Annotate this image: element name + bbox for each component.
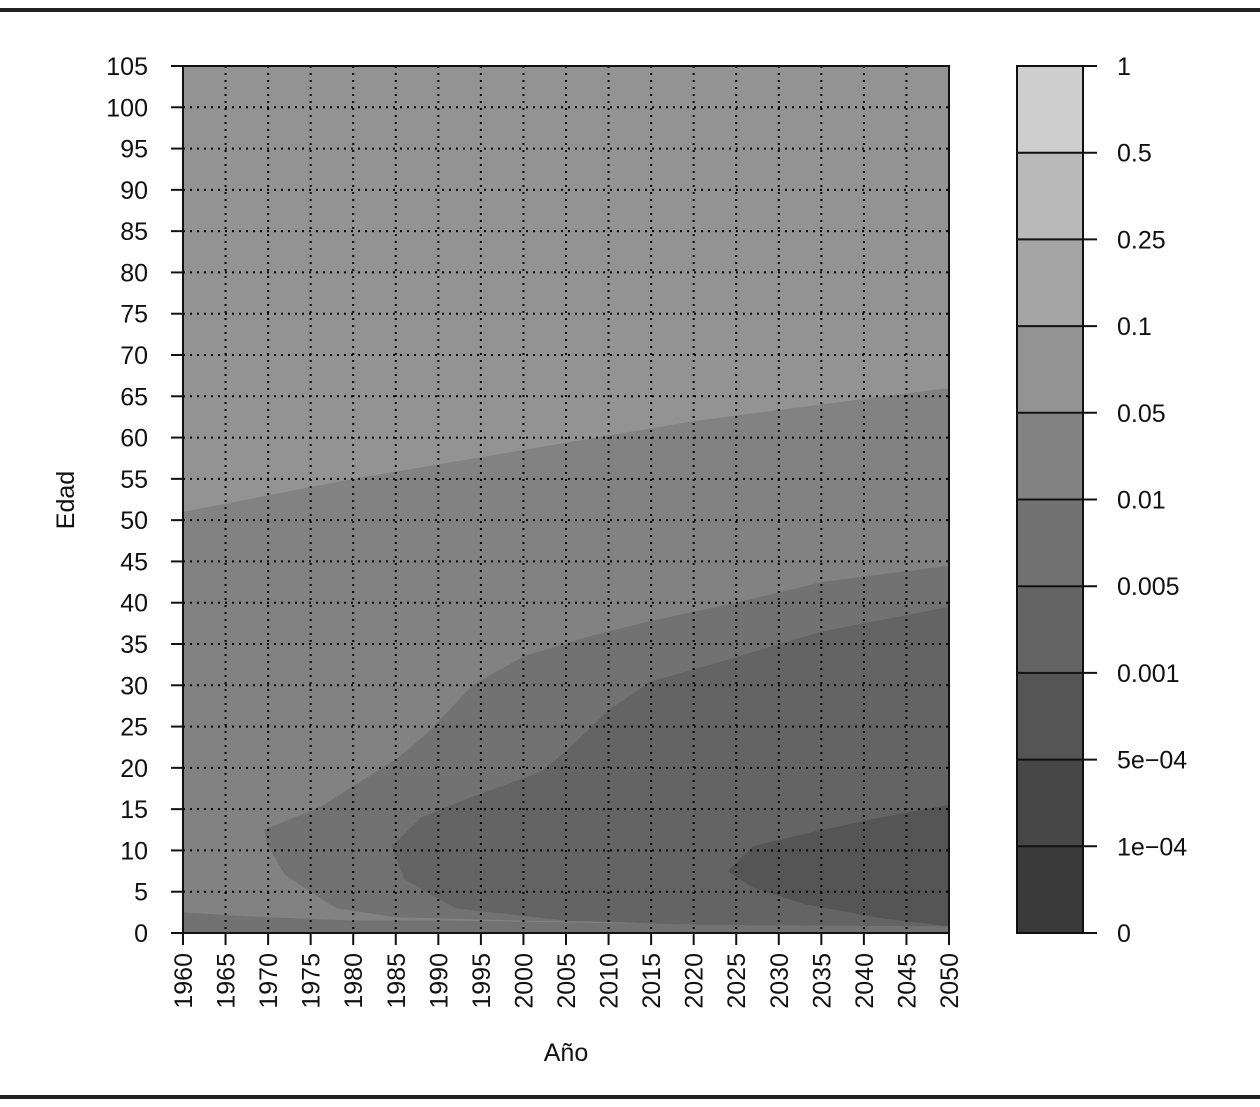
legend-swatch-0 [1017,846,1083,933]
y-tick-label-6: 30 [120,672,148,700]
contour-band-10 [183,927,949,933]
y-axis: 0 5 10 15 20 25 30 35 40 45 50 55 60 65 70 75 80 85 90 95 10… [106,53,184,948]
legend-swatch-5 [1017,412,1083,500]
x-tick-label-15: 2035 [808,953,836,1009]
x-axis-title: Año [544,1039,588,1067]
y-tick-label-13: 65 [120,383,148,411]
legend-label-4: 0.005 [1117,573,1180,601]
y-tick-label-5: 25 [120,714,148,742]
y-tick-label-16: 80 [120,259,148,287]
x-tick-label-0: 1960 [170,953,198,1009]
y-tick-label-0: 0 [134,920,148,948]
x-tick-label-6: 1990 [425,953,453,1009]
legend-label-5: 0.01 [1117,487,1166,515]
x-tick-label-18: 2050 [936,953,964,1009]
x-tick-label-16: 2040 [851,953,879,1009]
legend-swatch-2 [1017,672,1083,760]
y-tick-label-9: 45 [120,548,148,576]
x-axis: 1960 1965 1970 1975 1980 1985 1990 1995 2000 2005… [170,932,964,1009]
y-axis-title: Edad [52,471,80,529]
y-tick-label-11: 55 [120,466,148,494]
y-tick-label-21: 105 [106,53,148,81]
x-tick-label-14: 2030 [766,953,794,1009]
legend-swatch-6 [1017,326,1083,413]
legend-label-6: 0.05 [1117,400,1166,428]
x-tick-label-5: 1985 [383,953,411,1009]
contour-band-9 [727,805,949,927]
y-tick-label-8: 40 [120,590,148,618]
x-tick-label-9: 2005 [553,953,581,1009]
x-tick-label-1: 1965 [213,953,241,1009]
color-legend: 0 1e−04 5e−04 0.001 0.005 0.01 0.05 0.1 0.25 0.5 1 [1016,53,1187,948]
legend-label-10: 1 [1117,53,1131,81]
legend-swatch-3 [1017,586,1083,673]
y-tick-label-2: 10 [120,837,148,865]
y-tick-label-3: 15 [120,796,148,824]
y-tick-label-18: 90 [120,177,148,205]
x-tick-label-4: 1980 [340,953,368,1009]
y-tick-label-14: 70 [120,342,148,370]
x-tick-label-2: 1970 [255,953,283,1009]
y-tick-label-15: 75 [120,301,148,329]
x-tick-label-17: 2045 [893,953,921,1009]
x-tick-label-8: 2000 [510,953,538,1009]
legend-swatch-9 [1017,66,1083,153]
legend-swatch-1 [1017,759,1083,847]
legend-label-0: 0 [1117,920,1131,948]
legend-swatch-8 [1017,152,1083,240]
legend-swatch-7 [1017,239,1083,327]
legend-swatch-4 [1017,499,1083,587]
y-tick-label-20: 100 [106,94,148,122]
x-tick-label-13: 2025 [723,953,751,1009]
legend-label-1: 1e−04 [1117,833,1187,861]
y-tick-label-1: 5 [134,879,148,907]
contour-band-4 [183,66,949,512]
plot-area [182,65,950,934]
y-tick-label-12: 60 [120,425,148,453]
y-tick-label-4: 20 [120,755,148,783]
legend-label-2: 5e−04 [1117,747,1187,775]
y-tick-label-19: 95 [120,136,148,164]
x-tick-label-12: 2020 [681,953,709,1009]
legend-label-9: 0.5 [1117,140,1152,168]
x-tick-label-10: 2010 [596,953,624,1009]
y-tick-label-7: 35 [120,631,148,659]
x-tick-label-11: 2015 [638,953,666,1009]
y-tick-label-17: 85 [120,218,148,246]
legend-label-3: 0.001 [1117,660,1180,688]
grid-lines [183,66,949,933]
legend-label-7: 0.1 [1117,313,1152,341]
x-tick-label-7: 1995 [468,953,496,1009]
legend-label-8: 0.25 [1117,226,1166,254]
y-tick-label-10: 50 [120,507,148,535]
x-tick-label-3: 1975 [298,953,326,1009]
